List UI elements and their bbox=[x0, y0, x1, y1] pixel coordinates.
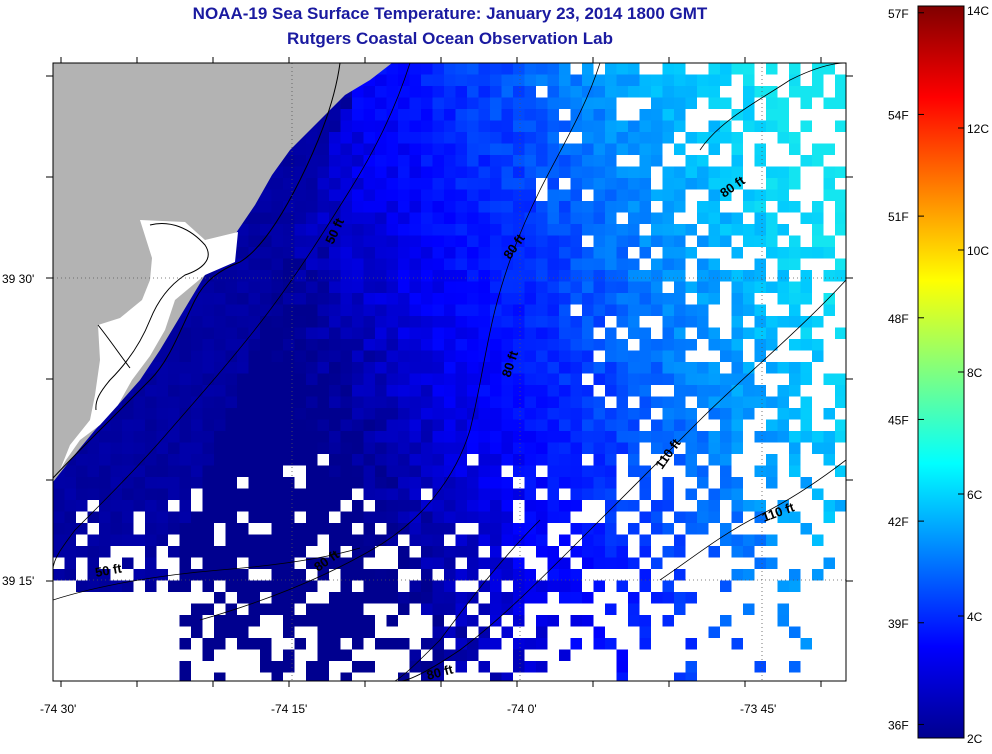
colorbar-label-c: 8C bbox=[967, 366, 983, 380]
colorbar-label-c: 12C bbox=[967, 122, 989, 136]
map-title: NOAA-19 Sea Surface Temperature: January… bbox=[192, 4, 708, 23]
colorbar-label-f: 48F bbox=[888, 312, 909, 326]
x-tick-label: -74 30' bbox=[40, 702, 76, 716]
isobath-110ft-b bbox=[659, 459, 846, 581]
colorbar-label-c: 4C bbox=[967, 610, 983, 624]
contour-label: 80 ft bbox=[425, 661, 455, 683]
colorbar-gradient bbox=[917, 5, 965, 739]
colorbar-label-c: 14C bbox=[967, 4, 989, 18]
isobath-80ft-a bbox=[199, 63, 601, 621]
colorbar-label-f: 42F bbox=[888, 515, 909, 529]
colorbar-ticks bbox=[918, 5, 964, 739]
isobath-80ft-c bbox=[394, 519, 541, 681]
axis-ticks bbox=[46, 57, 853, 687]
isobath-50ft bbox=[53, 63, 411, 571]
colorbar-label-c: 10C bbox=[967, 244, 989, 258]
x-tick-label: -74 15' bbox=[271, 702, 307, 716]
land-mass bbox=[53, 63, 392, 482]
isobath-80ft-b bbox=[699, 63, 846, 151]
isobath-110ft-a bbox=[399, 279, 846, 681]
colorbar-fahrenheit-labels: 57F 54F 51F 48F 45F 42F 39F 36F bbox=[888, 7, 909, 733]
contour-label: 50 ft bbox=[94, 560, 124, 580]
isobath-shoal bbox=[53, 547, 361, 601]
coastline bbox=[53, 63, 341, 479]
x-tick-label: -73 45' bbox=[740, 702, 776, 716]
colorbar-label-f: 51F bbox=[888, 210, 909, 224]
colorbar-label-c: 6C bbox=[967, 488, 983, 502]
coastal-strip bbox=[60, 220, 238, 470]
colorbar-label-f: 54F bbox=[888, 108, 909, 122]
map-frame bbox=[52, 62, 847, 682]
colorbar-label-f: 57F bbox=[888, 7, 909, 21]
colorbar-label-f: 36F bbox=[888, 718, 909, 732]
map-subtitle: Rutgers Coastal Ocean Observation Lab bbox=[287, 29, 613, 48]
colorbar-label-c: 2C bbox=[967, 732, 983, 746]
bay-outline bbox=[95, 223, 209, 411]
x-tick-label: -74 0' bbox=[507, 702, 537, 716]
graticule bbox=[53, 63, 846, 681]
y-tick-label: 39 15' bbox=[2, 574, 34, 588]
colorbar-label-f: 39F bbox=[888, 617, 909, 631]
colorbar-celsius-labels: 14C 12C 10C 8C 6C 4C 2C bbox=[967, 4, 989, 746]
colorbar-label-f: 45F bbox=[888, 413, 909, 427]
y-tick-label: 39 30' bbox=[2, 272, 34, 286]
